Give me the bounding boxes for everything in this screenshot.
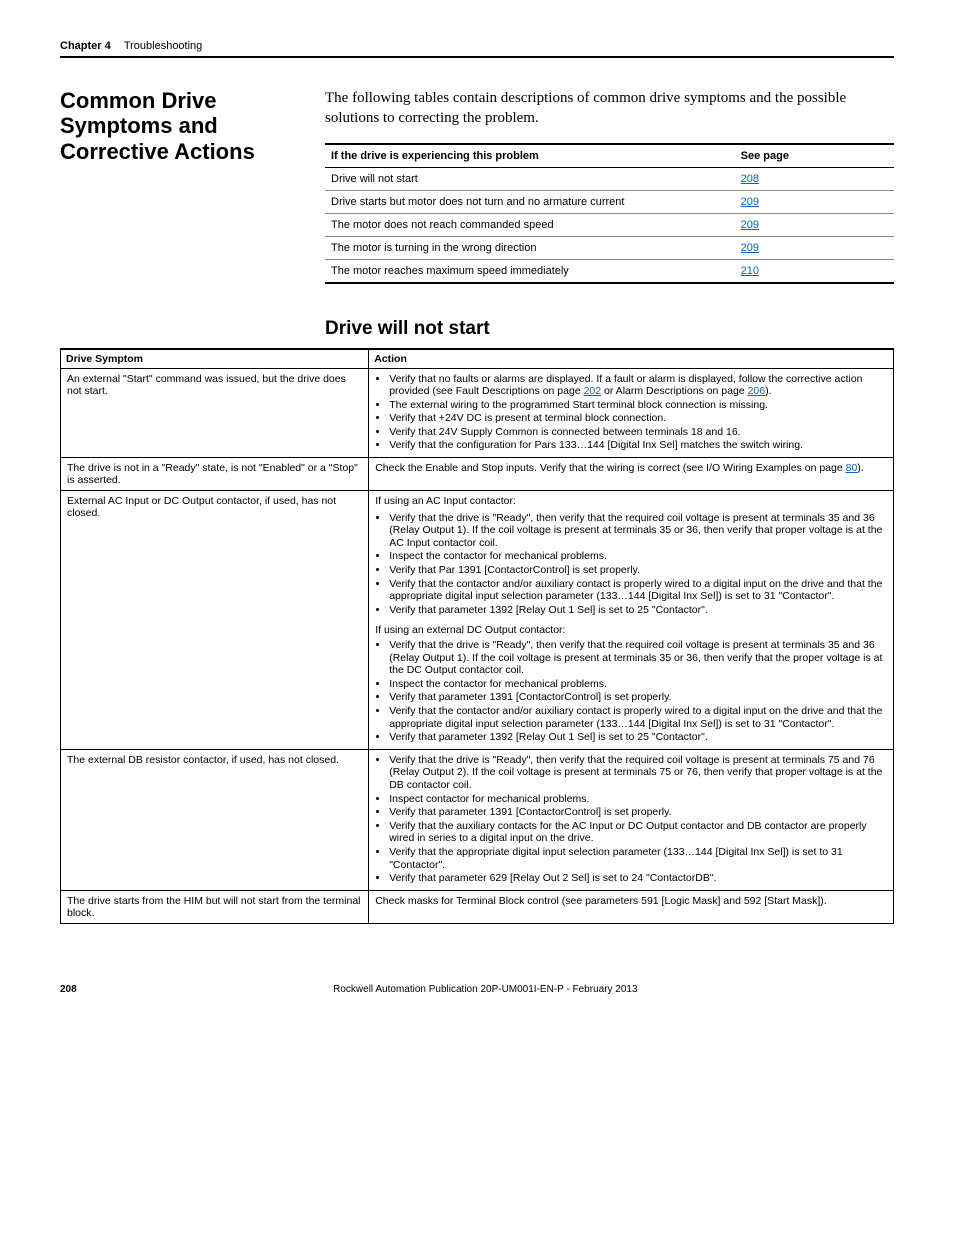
nav-header-problem: If the drive is experiencing this proble…: [325, 144, 735, 168]
nav-page-cell: 210: [735, 259, 894, 283]
nav-row: Drive starts but motor does not turn and…: [325, 190, 894, 213]
action-group-lead: If using an AC Input contactor:: [375, 495, 887, 508]
nav-row: The motor does not reach commanded speed…: [325, 213, 894, 236]
action-item: Verify that parameter 1391 [ContactorCon…: [389, 691, 887, 704]
action-item: Verify that the contactor and/or auxilia…: [389, 578, 887, 603]
page-link[interactable]: 80: [846, 462, 858, 474]
symptom-cell: An external "Start" command was issued, …: [61, 368, 369, 458]
action-item: Verify that Par 1391 [ContactorControl] …: [389, 564, 887, 577]
nav-page-cell: 209: [735, 213, 894, 236]
action-item: Verify that the drive is "Ready", then v…: [389, 512, 887, 550]
nav-problem-cell: The motor does not reach commanded speed: [325, 213, 735, 236]
action-list: Verify that no faults or alarms are disp…: [375, 373, 887, 453]
nav-row: The motor reaches maximum speed immediat…: [325, 259, 894, 283]
page-link[interactable]: 209: [741, 219, 759, 231]
page-link[interactable]: 206: [748, 385, 766, 397]
nav-row: Drive will not start 208: [325, 167, 894, 190]
page-number: 208: [60, 984, 77, 995]
action-item: Inspect contactor for mechanical problem…: [389, 793, 887, 806]
action-item: Verify that the drive is "Ready", then v…: [389, 639, 887, 677]
table-row: External AC Input or DC Output contactor…: [61, 491, 894, 750]
nav-problem-cell: The motor reaches maximum speed immediat…: [325, 259, 735, 283]
page-link[interactable]: 202: [584, 385, 602, 397]
chapter-label: Chapter 4: [60, 40, 111, 52]
action-list: Verify that the drive is "Ready", then v…: [375, 754, 887, 885]
page-link[interactable]: 208: [741, 173, 759, 185]
main-header-action: Action: [369, 349, 894, 369]
action-cell: Verify that no faults or alarms are disp…: [369, 368, 894, 458]
nav-page-cell: 208: [735, 167, 894, 190]
action-item: Verify that parameter 629 [Relay Out 2 S…: [389, 872, 887, 885]
symptom-cell: External AC Input or DC Output contactor…: [61, 491, 369, 750]
page-header: Chapter 4 Troubleshooting: [60, 40, 894, 58]
action-item: Verify that 24V Supply Common is connect…: [389, 426, 887, 439]
nav-header-page: See page: [735, 144, 894, 168]
action-item: Verify that the contactor and/or auxilia…: [389, 705, 887, 730]
action-item: Verify that no faults or alarms are disp…: [389, 373, 887, 398]
table-row: An external "Start" command was issued, …: [61, 368, 894, 458]
section-label: Troubleshooting: [124, 40, 202, 52]
action-cell: Check masks for Terminal Block control (…: [369, 890, 894, 923]
nav-row: The motor is turning in the wrong direct…: [325, 236, 894, 259]
nav-page-cell: 209: [735, 190, 894, 213]
symptom-action-table: Drive Symptom Action An external "Start"…: [60, 348, 894, 924]
intro-row: Common Drive Symptoms and Corrective Act…: [60, 88, 894, 284]
table-row: The drive starts from the HIM but will n…: [61, 890, 894, 923]
action-text: Check the Enable and Stop inputs. Verify…: [375, 462, 887, 475]
nav-problem-cell: Drive will not start: [325, 167, 735, 190]
symptom-cell: The drive starts from the HIM but will n…: [61, 890, 369, 923]
action-cell: If using an AC Input contactor: Verify th…: [369, 491, 894, 750]
nav-problem-cell: The motor is turning in the wrong direct…: [325, 236, 735, 259]
page-link[interactable]: 209: [741, 196, 759, 208]
table-row: The drive is not in a "Ready" state, is …: [61, 458, 894, 491]
action-text: Check masks for Terminal Block control (…: [375, 895, 887, 908]
action-item: The external wiring to the programmed St…: [389, 399, 887, 412]
action-cell: Check the Enable and Stop inputs. Verify…: [369, 458, 894, 491]
table-row: The external DB resistor contactor, if u…: [61, 749, 894, 890]
intro-paragraph: The following tables contain description…: [325, 88, 894, 129]
action-group-lead: If using an external DC Output contactor…: [375, 624, 887, 637]
action-item: Verify that +24V DC is present at termin…: [389, 412, 887, 425]
symptom-cell: The external DB resistor contactor, if u…: [61, 749, 369, 890]
action-item: Verify that the configuration for Pars 1…: [389, 439, 887, 452]
nav-page-cell: 209: [735, 236, 894, 259]
action-item: Verify that the drive is "Ready", then v…: [389, 754, 887, 792]
main-header-symptom: Drive Symptom: [61, 349, 369, 369]
action-item: Verify that parameter 1391 [ContactorCon…: [389, 806, 887, 819]
action-item: Verify that the auxiliary contacts for t…: [389, 820, 887, 845]
action-list: Verify that the drive is "Ready", then v…: [375, 512, 887, 617]
nav-problem-cell: Drive starts but motor does not turn and…: [325, 190, 735, 213]
action-item: Verify that parameter 1392 [Relay Out 1 …: [389, 604, 887, 617]
action-list: Verify that the drive is "Ready", then v…: [375, 639, 887, 744]
action-item: Inspect the contactor for mechanical pro…: [389, 678, 887, 691]
action-item: Verify that the appropriate digital inpu…: [389, 846, 887, 871]
subsection-heading: Drive will not start: [325, 318, 894, 340]
action-item: Inspect the contactor for mechanical pro…: [389, 550, 887, 563]
page-title: Common Drive Symptoms and Corrective Act…: [60, 88, 295, 164]
page-footer: 208 Rockwell Automation Publication 20P-…: [60, 984, 894, 995]
page-link[interactable]: 210: [741, 265, 759, 277]
action-cell: Verify that the drive is "Ready", then v…: [369, 749, 894, 890]
page-link[interactable]: 209: [741, 242, 759, 254]
symptom-cell: The drive is not in a "Ready" state, is …: [61, 458, 369, 491]
publication-id: Rockwell Automation Publication 20P-UM00…: [333, 984, 637, 995]
action-item: Verify that parameter 1392 [Relay Out 1 …: [389, 731, 887, 744]
problem-nav-table: If the drive is experiencing this proble…: [325, 143, 894, 284]
